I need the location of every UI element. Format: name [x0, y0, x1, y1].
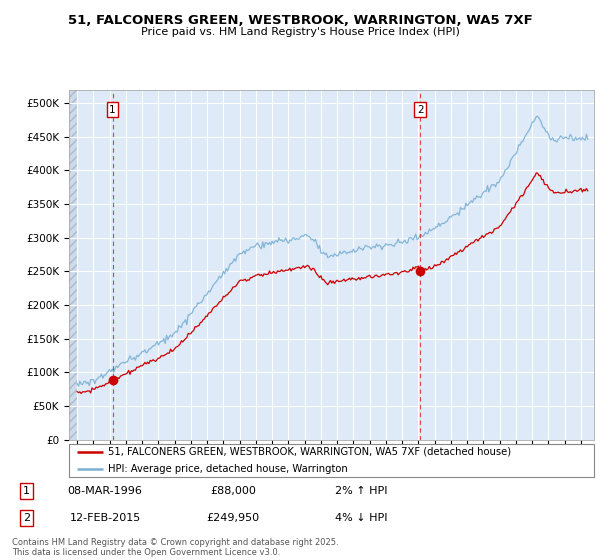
Text: 1: 1: [23, 486, 30, 496]
Text: 2: 2: [417, 105, 424, 115]
FancyBboxPatch shape: [69, 444, 594, 477]
Text: 51, FALCONERS GREEN, WESTBROOK, WARRINGTON, WA5 7XF: 51, FALCONERS GREEN, WESTBROOK, WARRINGT…: [68, 14, 532, 27]
Text: 1: 1: [109, 105, 116, 115]
Text: £249,950: £249,950: [206, 514, 260, 524]
Text: Contains HM Land Registry data © Crown copyright and database right 2025.
This d: Contains HM Land Registry data © Crown c…: [12, 538, 338, 557]
Text: 2% ↑ HPI: 2% ↑ HPI: [335, 486, 388, 496]
Text: Price paid vs. HM Land Registry's House Price Index (HPI): Price paid vs. HM Land Registry's House …: [140, 27, 460, 37]
Bar: [69, 90, 77, 440]
Text: £88,000: £88,000: [210, 486, 256, 496]
Text: 4% ↓ HPI: 4% ↓ HPI: [335, 514, 388, 524]
Text: 08-MAR-1996: 08-MAR-1996: [68, 486, 143, 496]
Text: 12-FEB-2015: 12-FEB-2015: [70, 514, 141, 524]
Text: 2: 2: [23, 514, 30, 524]
Text: HPI: Average price, detached house, Warrington: HPI: Average price, detached house, Warr…: [109, 464, 348, 474]
Text: 51, FALCONERS GREEN, WESTBROOK, WARRINGTON, WA5 7XF (detached house): 51, FALCONERS GREEN, WESTBROOK, WARRINGT…: [109, 446, 511, 456]
